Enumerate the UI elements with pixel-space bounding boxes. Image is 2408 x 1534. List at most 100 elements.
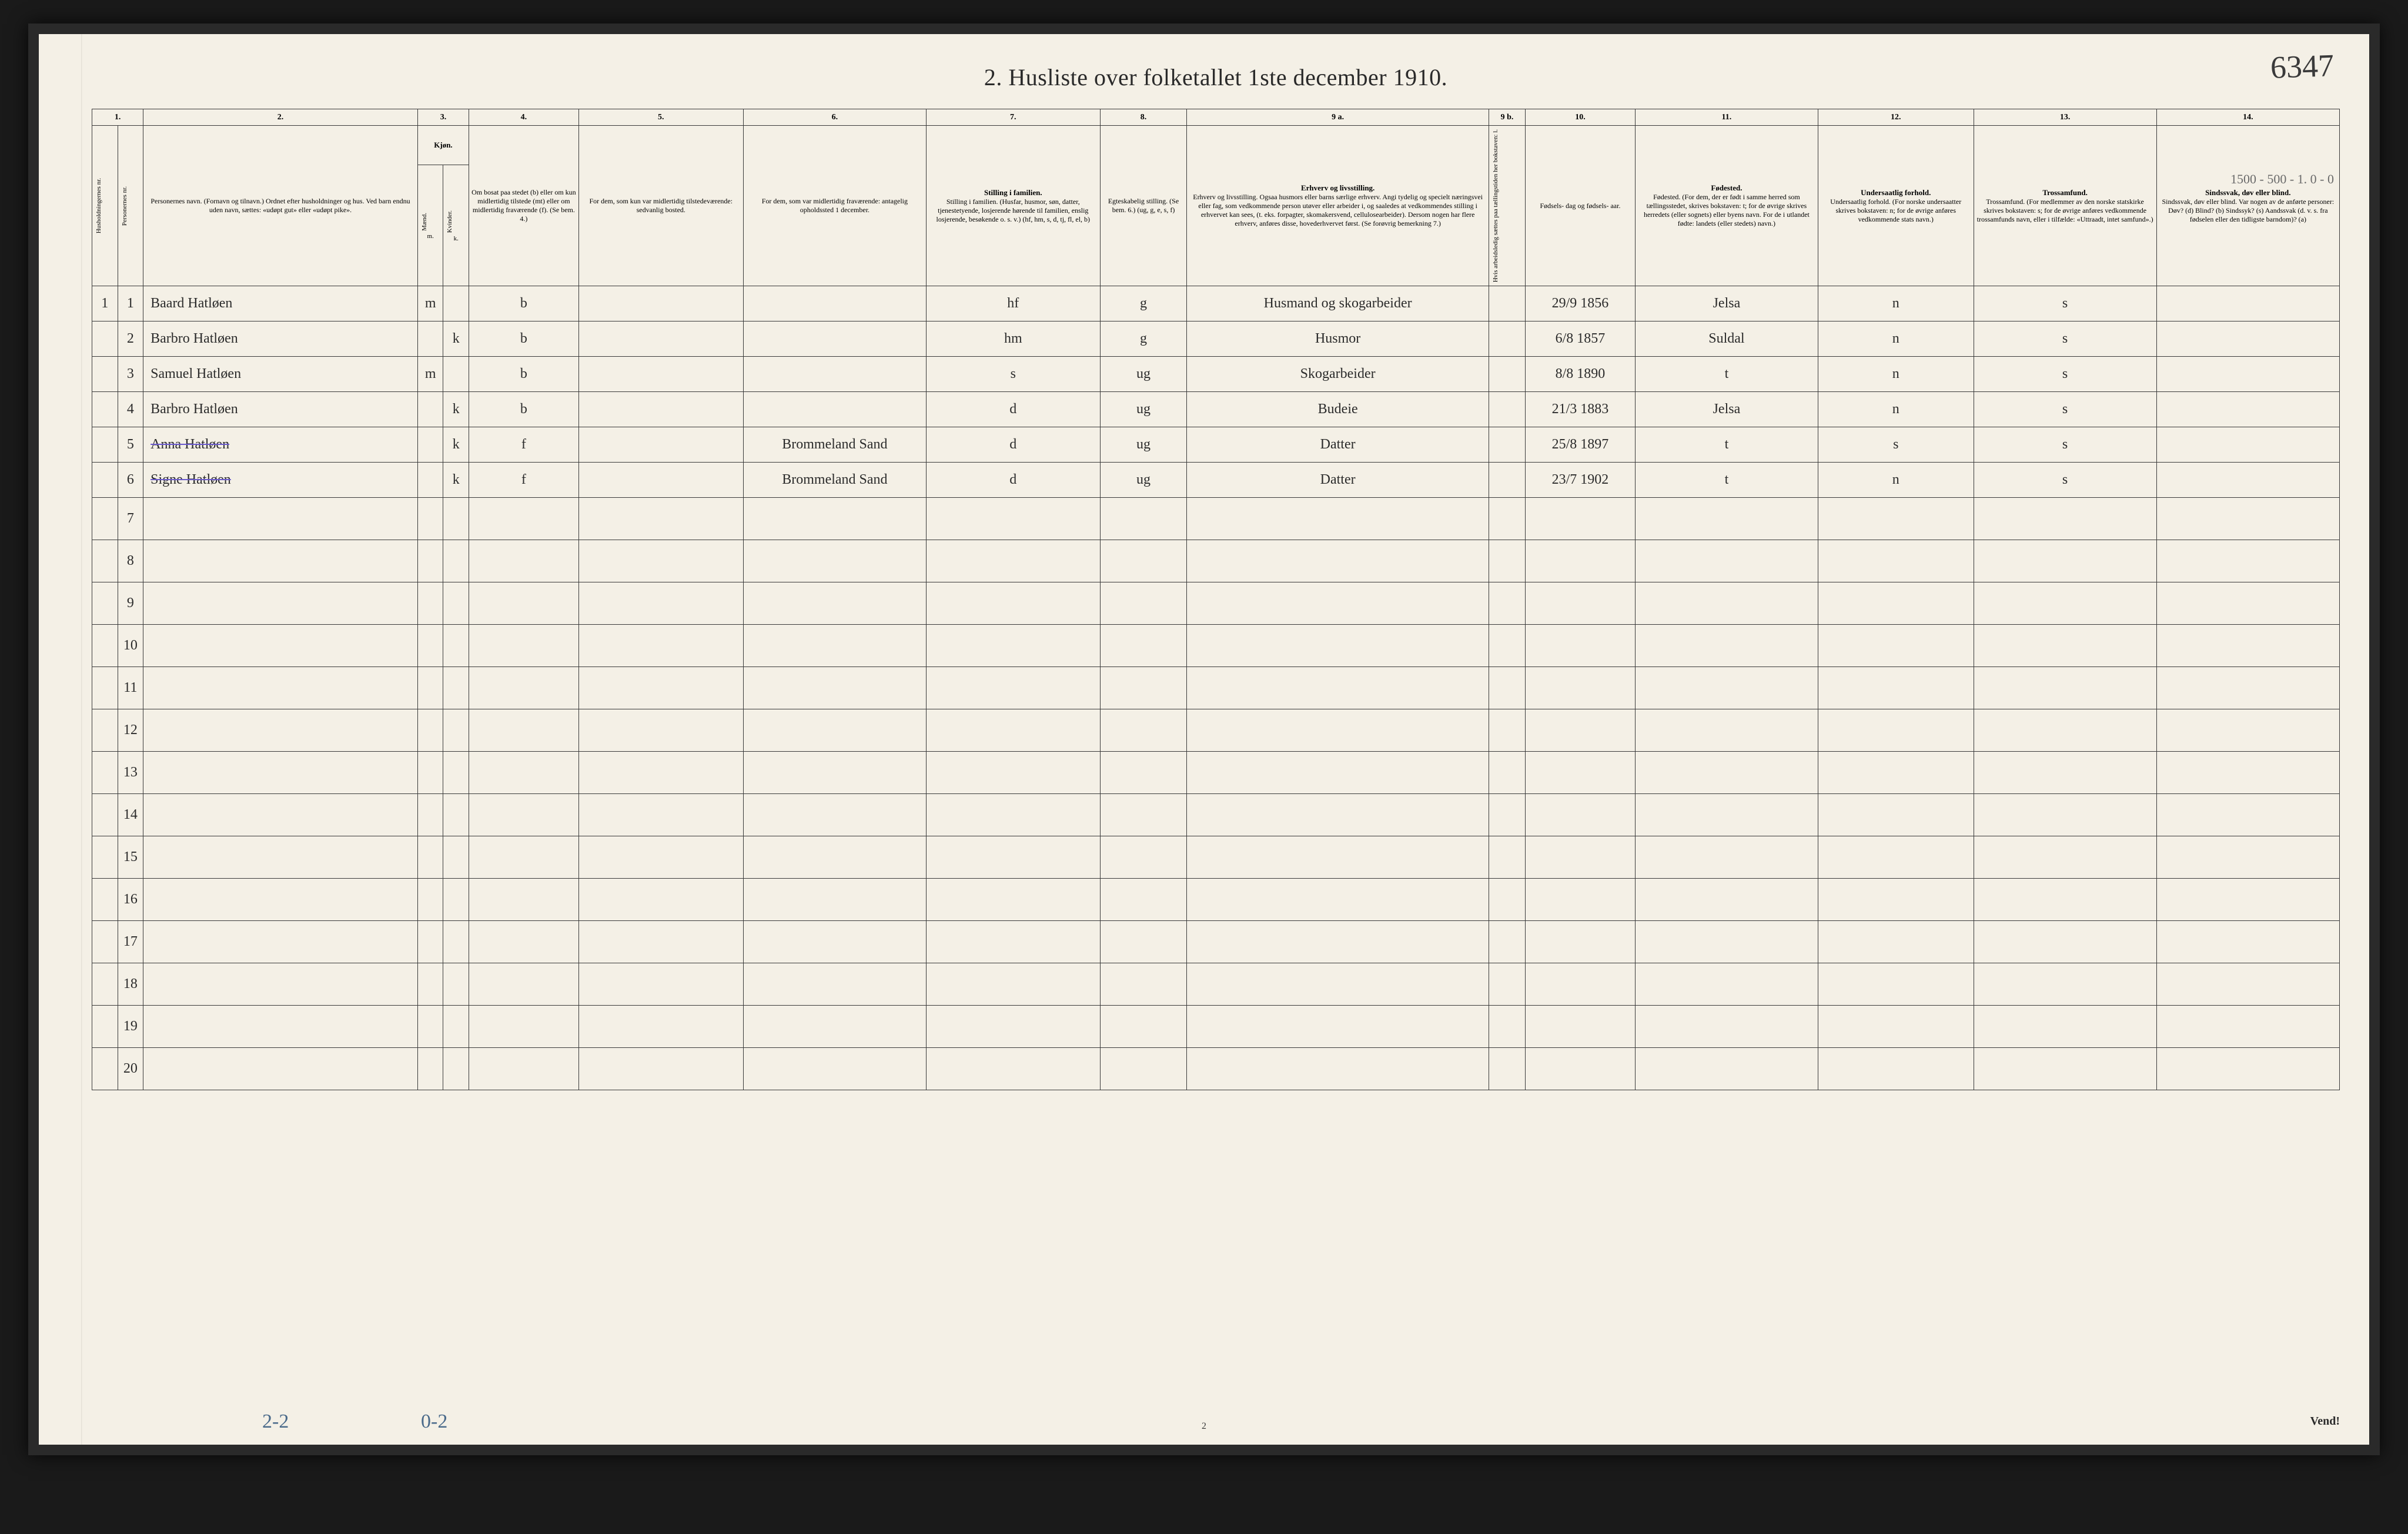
cell: [143, 963, 418, 1006]
col-head-12: Undersaatlig forhold.Undersaatlig forhol…: [1818, 126, 1974, 286]
col-head-3m: Mænd.m.: [417, 165, 443, 286]
cell: [1818, 582, 1974, 625]
cell: [443, 752, 469, 794]
cell: [2156, 752, 2339, 794]
cell: [92, 392, 118, 427]
col-head-6: For dem, som var midlertidig fraværende:…: [743, 126, 926, 286]
cell: [1974, 582, 2156, 625]
cell: [443, 286, 469, 321]
cell: Brommeland Sand: [743, 427, 926, 463]
table-row: 6Signe HatløenkfBrommeland SanddugDatter…: [92, 463, 2340, 498]
cell: [417, 709, 443, 752]
col-num-6: 6.: [743, 109, 926, 126]
page-fold: [81, 34, 82, 1445]
cell: [1526, 498, 1636, 540]
cell: [1187, 794, 1489, 836]
col-head-2: Personernes navn. (Fornavn og tilnavn.) …: [143, 126, 418, 286]
cell: s: [926, 357, 1100, 392]
cell: [443, 498, 469, 540]
cell: Datter: [1187, 427, 1489, 463]
table-body: 11Baard HatløenmbhfgHusmand og skogarbei…: [92, 286, 2340, 1090]
col-num-7: 7.: [926, 109, 1100, 126]
cell: Brommeland Sand: [743, 463, 926, 498]
cell: [926, 836, 1100, 879]
cell: Skogarbeider: [1187, 357, 1489, 392]
cell: [1489, 879, 1525, 921]
cell: [743, 879, 926, 921]
cell: [578, 625, 743, 667]
cell: [469, 963, 579, 1006]
cell: [2156, 286, 2339, 321]
margin-annotation: 1500 - 500 - 1. 0 - 0: [2230, 172, 2334, 186]
cell: [1489, 709, 1525, 752]
cell: [578, 1048, 743, 1090]
cell: s: [1974, 321, 2156, 357]
cell: [926, 1006, 1100, 1048]
cell: 18: [118, 963, 143, 1006]
cell: [1489, 286, 1525, 321]
cell: f: [469, 427, 579, 463]
cell: [92, 1048, 118, 1090]
cell: [926, 498, 1100, 540]
cell: [143, 582, 418, 625]
cell: Suldal: [1635, 321, 1818, 357]
cell: [2156, 582, 2339, 625]
cell: [1100, 752, 1187, 794]
col-head-3k: Kvinder.k.: [443, 165, 469, 286]
cell: [1489, 1048, 1525, 1090]
cell: [469, 667, 579, 709]
cell: [1526, 540, 1636, 582]
cell: [1974, 879, 2156, 921]
cell: [1526, 582, 1636, 625]
cell: [443, 794, 469, 836]
document-page: 6347 2. Husliste over folketallet 1ste d…: [39, 34, 2369, 1445]
cell: [417, 625, 443, 667]
cell: [1100, 582, 1187, 625]
col-head-11: Fødested.Fødested. (For dem, der er født…: [1635, 126, 1818, 286]
cell: [143, 794, 418, 836]
cell: k: [443, 463, 469, 498]
cell: [1526, 794, 1636, 836]
cell: [143, 540, 418, 582]
cell: Barbro Hatløen: [143, 392, 418, 427]
cell: k: [443, 392, 469, 427]
cell: 20: [118, 1048, 143, 1090]
cell: s: [1974, 357, 2156, 392]
cell: 7: [118, 498, 143, 540]
cell: n: [1818, 357, 1974, 392]
cell: hm: [926, 321, 1100, 357]
cell: hf: [926, 286, 1100, 321]
cell: [1818, 921, 1974, 963]
cell: [1100, 879, 1187, 921]
cell: [2156, 540, 2339, 582]
cell: [1974, 921, 2156, 963]
cell: [1635, 582, 1818, 625]
cell: [2156, 963, 2339, 1006]
table-row: 13: [92, 752, 2340, 794]
cell: [1635, 709, 1818, 752]
cell: Jelsa: [1635, 286, 1818, 321]
cell: b: [469, 357, 579, 392]
col-num-1: 1.: [92, 109, 143, 126]
cell: [1974, 836, 2156, 879]
cell: [1635, 752, 1818, 794]
col-head-14: Sindssvak, døv eller blind.Sindssvak, dø…: [2156, 126, 2339, 286]
cell: [143, 1048, 418, 1090]
cell: [143, 709, 418, 752]
cell: [417, 836, 443, 879]
cell: [743, 963, 926, 1006]
table-row: 8: [92, 540, 2340, 582]
cell: [743, 357, 926, 392]
cell: [578, 709, 743, 752]
cell: [1635, 498, 1818, 540]
cell: Samuel Hatløen: [143, 357, 418, 392]
cell: n: [1818, 463, 1974, 498]
cell: [1187, 879, 1489, 921]
cell: [743, 625, 926, 667]
cell: [1818, 540, 1974, 582]
cell: [743, 1006, 926, 1048]
cell: [2156, 1006, 2339, 1048]
cell: s: [1818, 427, 1974, 463]
cell: Husmor: [1187, 321, 1489, 357]
cell: [1635, 836, 1818, 879]
